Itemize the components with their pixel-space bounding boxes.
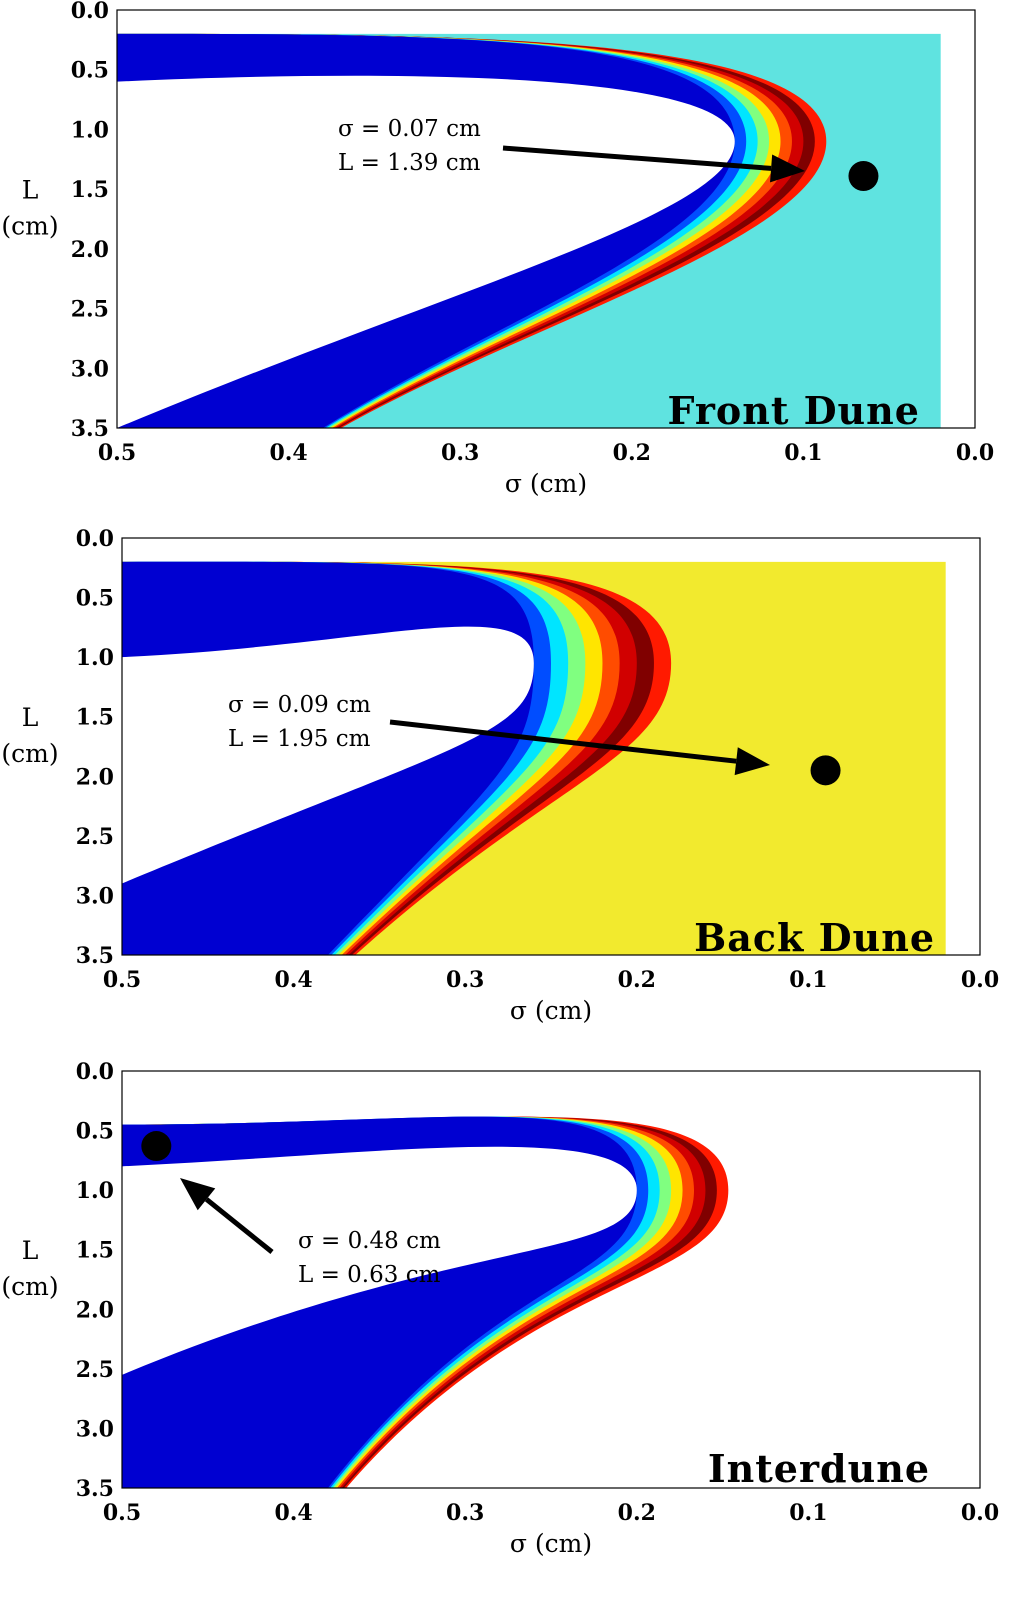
panel-title: Back Dune [694, 915, 935, 960]
y-tick-label: 2.5 [76, 824, 114, 850]
y-tick-label: 0.0 [76, 526, 114, 552]
x-tick-label: 0.0 [961, 1500, 999, 1526]
optimum-point [141, 1131, 172, 1162]
y-tick-label: 0.0 [71, 0, 109, 24]
x-tick-label: 0.3 [446, 1500, 484, 1526]
y-tick-label: 0.5 [76, 586, 114, 612]
plot-frame [116, 9, 976, 429]
chart-panel-3: 0.00.51.01.52.02.53.03.50.5 0.4 0.3 0.2 0.1 0… [1, 1059, 999, 1558]
y-axis-unit: (cm) [1, 739, 58, 768]
plot-frame [121, 537, 981, 956]
x-tick-label: 0.4 [274, 967, 312, 993]
panel-title: Interdune [708, 1446, 930, 1491]
x-tick-label: 0.2 [618, 967, 656, 993]
y-tick-label: 1.0 [71, 117, 109, 143]
annotation-length: L = 1.39 cm [338, 150, 481, 176]
x-tick-label: 0.3 [446, 967, 484, 993]
y-tick-label: 3.0 [71, 356, 109, 382]
x-tick-label: 0.3 [441, 440, 479, 466]
y-tick-label: 0.5 [71, 58, 109, 84]
optimum-point [848, 161, 879, 192]
y-axis-label: L [22, 1236, 39, 1265]
y-tick-label: 1.5 [71, 177, 109, 203]
annotation-sigma: σ = 0.48 cm [298, 1228, 441, 1254]
annotation-arrow-head [734, 747, 770, 776]
annotation-sigma: σ = 0.09 cm [228, 692, 371, 718]
x-tick-label: 0.5 [103, 967, 141, 993]
chart-panel-2: 0.00.51.01.52.02.53.03.50.5 0.4 0.3 0.2 0.1 0… [1, 526, 999, 1025]
annotation-arrow-head [770, 154, 805, 183]
annotation-arrow-shaft [204, 1197, 274, 1254]
y-axis-label: L [22, 703, 39, 732]
y-tick-label: 1.0 [76, 1178, 114, 1204]
chart-panel-1: 0.00.51.01.52.02.53.03.50.5 0.4 0.3 0.2 0.1 0… [1, 0, 994, 498]
y-tick-label: 3.0 [76, 883, 114, 909]
y-tick-label: 3.5 [76, 1476, 114, 1502]
panel-title: Front Dune [668, 388, 920, 433]
x-tick-label: 0.0 [961, 967, 999, 993]
invalid-region [122, 1071, 637, 1488]
y-tick-label: 2.0 [71, 237, 109, 263]
x-axis-label: σ (cm) [510, 996, 592, 1025]
y-axis-label: L [22, 175, 39, 204]
x-tick-label: 0.2 [613, 440, 651, 466]
heatmap [117, 10, 941, 428]
x-tick-label: 0.4 [274, 1500, 312, 1526]
x-tick-label: 0.1 [789, 1500, 827, 1526]
y-tick-label: 2.5 [76, 1357, 114, 1383]
y-tick-label: 2.5 [71, 297, 109, 323]
y-tick-label: 2.0 [76, 1297, 114, 1323]
x-tick-label: 0.0 [956, 440, 994, 466]
annotation-length: L = 0.63 cm [298, 1262, 441, 1288]
plot-frame [121, 1070, 981, 1489]
annotation-arrow-head [180, 1178, 216, 1211]
optimum-point [810, 755, 841, 786]
x-tick-label: 0.5 [98, 440, 136, 466]
x-axis-label: σ (cm) [510, 1529, 592, 1558]
y-tick-label: 1.5 [76, 1238, 114, 1264]
annotation-sigma: σ = 0.07 cm [338, 116, 481, 142]
x-tick-label: 0.1 [784, 440, 822, 466]
y-tick-label: 0.0 [76, 1059, 114, 1085]
y-tick-label: 1.5 [76, 705, 114, 731]
y-tick-label: 2.0 [76, 764, 114, 790]
heatmap [122, 538, 946, 955]
x-tick-label: 0.1 [789, 967, 827, 993]
annotation-arrow-shaft [502, 145, 772, 171]
annotation-length: L = 1.95 cm [228, 726, 371, 752]
x-tick-label: 0.4 [269, 440, 307, 466]
x-axis-label: σ (cm) [505, 469, 587, 498]
annotation-arrow-shaft [389, 719, 737, 764]
heatmap [122, 1071, 809, 1488]
x-tick-label: 0.5 [103, 1500, 141, 1526]
y-tick-label: 3.5 [76, 943, 114, 969]
y-tick-label: 3.5 [71, 416, 109, 442]
x-tick-label: 0.2 [618, 1500, 656, 1526]
y-axis-unit: (cm) [1, 1272, 58, 1301]
y-tick-label: 3.0 [76, 1416, 114, 1442]
y-tick-label: 1.0 [76, 645, 114, 671]
y-axis-unit: (cm) [1, 211, 58, 240]
invalid-region [117, 10, 735, 428]
y-tick-label: 0.5 [76, 1119, 114, 1145]
invalid-region [122, 538, 534, 955]
